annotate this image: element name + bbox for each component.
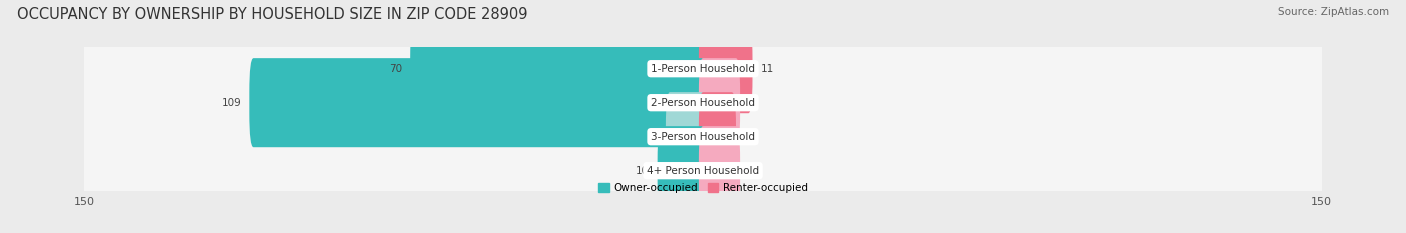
FancyBboxPatch shape — [79, 69, 1327, 233]
FancyBboxPatch shape — [699, 92, 735, 181]
Text: 3-Person Household: 3-Person Household — [651, 132, 755, 142]
Text: 10: 10 — [637, 166, 650, 176]
FancyBboxPatch shape — [411, 24, 707, 113]
FancyBboxPatch shape — [79, 0, 1327, 170]
Text: Source: ZipAtlas.com: Source: ZipAtlas.com — [1278, 7, 1389, 17]
Text: 4+ Person Household: 4+ Person Household — [647, 166, 759, 176]
FancyBboxPatch shape — [79, 35, 1327, 233]
Text: 0: 0 — [651, 132, 658, 142]
Text: 11: 11 — [761, 64, 773, 74]
Text: 109: 109 — [221, 98, 240, 108]
Text: 1-Person Household: 1-Person Household — [651, 64, 755, 74]
Legend: Owner-occupied, Renter-occupied: Owner-occupied, Renter-occupied — [599, 183, 807, 193]
FancyBboxPatch shape — [699, 58, 740, 147]
Text: 70: 70 — [389, 64, 402, 74]
Text: 7: 7 — [744, 132, 751, 142]
Text: 2-Person Household: 2-Person Household — [651, 98, 755, 108]
FancyBboxPatch shape — [79, 1, 1327, 204]
Text: OCCUPANCY BY OWNERSHIP BY HOUSEHOLD SIZE IN ZIP CODE 28909: OCCUPANCY BY OWNERSHIP BY HOUSEHOLD SIZE… — [17, 7, 527, 22]
FancyBboxPatch shape — [249, 58, 707, 147]
Text: 0: 0 — [748, 98, 755, 108]
FancyBboxPatch shape — [699, 24, 752, 113]
FancyBboxPatch shape — [658, 126, 707, 215]
FancyBboxPatch shape — [666, 92, 707, 181]
Text: 0: 0 — [748, 166, 755, 176]
FancyBboxPatch shape — [699, 126, 740, 215]
